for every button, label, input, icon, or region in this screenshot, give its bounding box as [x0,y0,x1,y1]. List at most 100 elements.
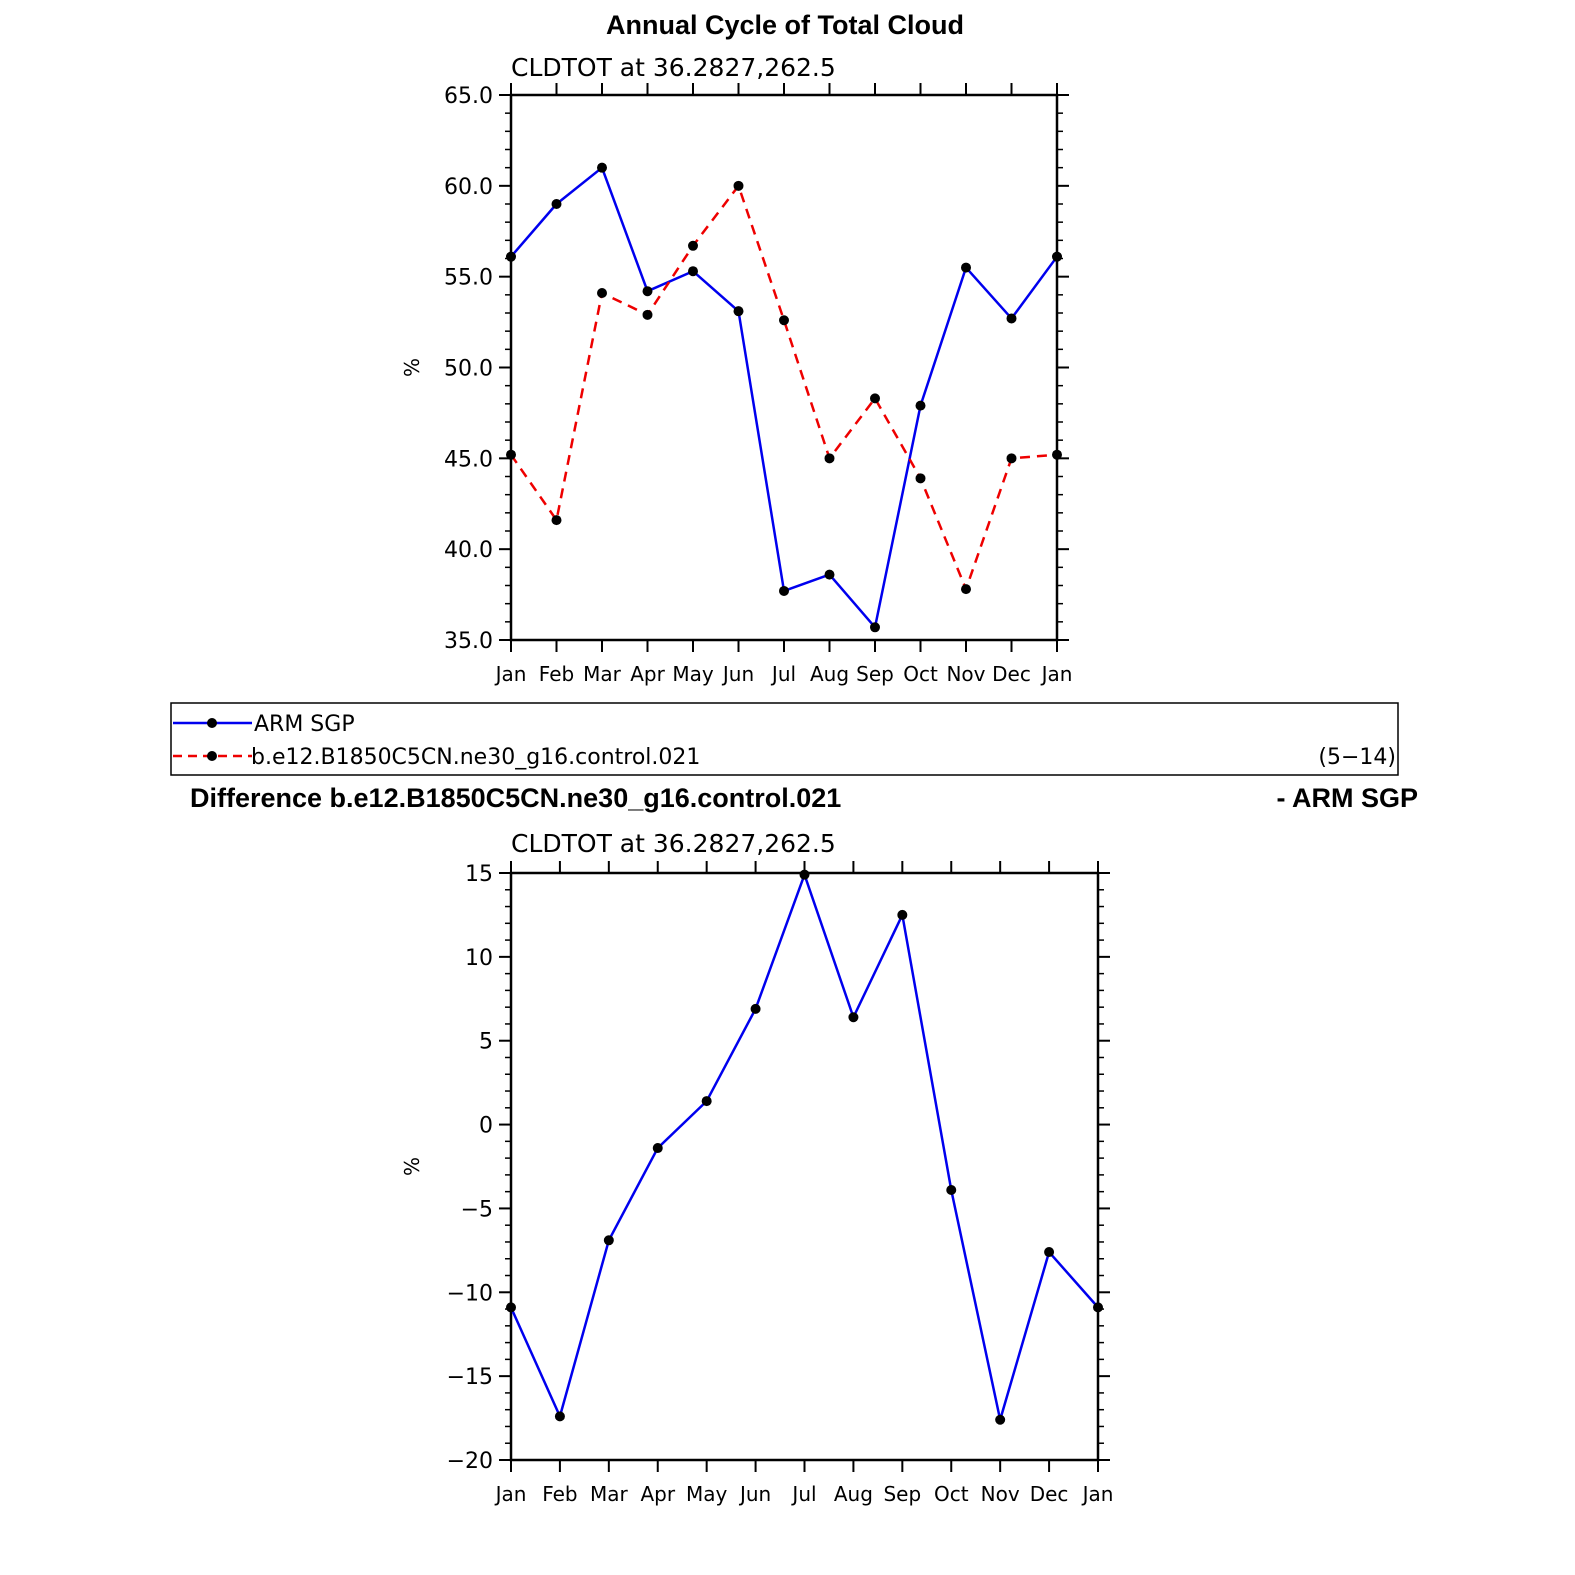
x-tick-label: Nov [946,662,985,686]
series-1-point [779,315,789,326]
top-chart-subtitle: CLDTOT at 36.2827,262.5 [511,53,836,82]
legend-note: (5−14) [1318,745,1396,770]
bottom-chart: −20 −15 −10 −5 0 5 10 15 Jan Feb Mar Apr May Jun Jul Au… [400,861,1113,1506]
series-0-point [506,1302,516,1313]
series-1-point [870,393,880,404]
series-0-point [652,1143,663,1154]
series-0-point [1093,1302,1103,1313]
x-tick-label: Feb [542,1482,577,1506]
series-1-point [642,309,653,320]
x-tick-label: Jul [770,662,796,686]
x-tick-label: Jun [738,1482,771,1506]
bottom-chart-title: Difference b.e12.B1850C5CN.ne30_g16.cont… [190,783,841,813]
y-tick-label: 15 [465,862,493,887]
bottom-chart-subtitle: CLDTOT at 36.2827,262.5 [511,829,836,858]
legend: ARM SGP b.e12.B1850C5CN.ne30_g16.control… [170,702,1399,776]
x-tick-label: May [686,1482,728,1506]
x-tick-label: Aug [810,662,849,686]
y-tick-label: −5 [461,1197,493,1222]
series-line-0 [510,166,1059,629]
series-0-point [551,199,562,209]
y-tick-label: 50.0 [444,357,493,382]
top-chart-title: Annual Cycle of Total Cloud [606,10,964,40]
x-tick-label: Aug [834,1482,873,1506]
series-1-point [688,240,698,251]
x-tick-label: Feb [539,662,574,686]
series-0-point [915,400,926,411]
y-tick-label: 40.0 [444,538,493,563]
series-0-point [554,1411,565,1422]
series-0-point [870,622,880,633]
series-line-1 [509,184,1058,591]
series-0-point [799,869,810,880]
bottom-chart-title-right: - ARM SGP [1277,783,1419,813]
plot-frame [509,871,1100,1462]
series-0-point [946,1184,957,1195]
x-tick-label: Sep [856,662,894,686]
legend-label-model: b.e12.B1850C5CN.ne30_g16.control.021 [251,745,700,770]
y-tick-label: 55.0 [444,266,493,291]
series-0-point [779,585,789,596]
series-1-point [733,180,744,191]
x-tick-label: Dec [992,662,1031,686]
series-1-point [597,288,607,299]
series-1-point [1006,453,1017,464]
series-1-point [506,449,516,460]
legend-box [170,702,1399,776]
x-tick-label: Apr [640,1482,675,1506]
y-tick-label: −20 [447,1449,493,1474]
x-tick-label: May [672,662,714,686]
y-tick-label: 45.0 [444,447,493,472]
x-tick-label: Jul [790,1482,816,1506]
series-0-point [506,251,516,262]
x-tick-label: Oct [934,1482,969,1506]
x-tick-label: Mar [583,662,622,686]
x-tick-label: Jan [1081,1482,1114,1506]
top-chart: 35.0 40.0 45.0 50.0 55.0 60.0 65.0 Jan Feb Mar Apr… [400,83,1072,686]
series-0-point [1006,313,1017,324]
series-1-point [1052,449,1062,460]
series-0-point [642,286,653,297]
x-tick-label: Jan [1040,662,1073,686]
x-tick-label: Sep [883,1482,921,1506]
plot-frame [509,93,1059,642]
x-tick-label: Jun [721,662,754,686]
series-0-point [1052,251,1062,262]
series-1-point [915,473,926,484]
y-tick-label: 10 [465,946,493,971]
x-tick-label: Nov [981,1482,1020,1506]
series-0-point [733,306,744,317]
legend-marker-arm-sgp [207,718,217,728]
x-tick-label: Jan [494,662,527,686]
series-0-point [750,1003,761,1014]
x-tick-label: Mar [590,1482,629,1506]
y-tick-label: 65.0 [444,84,493,109]
series-1-point [551,515,562,526]
y-tick-label: 5 [479,1030,493,1055]
series-0-point [897,909,908,920]
y-tick-label: 60.0 [444,175,493,200]
series-1-point [961,584,971,595]
legend-label-arm-sgp: ARM SGP [254,712,355,737]
series-0-point [603,1235,614,1246]
y-tick-label: 0 [479,1114,493,1139]
y-tick-label: 35.0 [444,629,493,654]
y-axis-label: % [400,1157,424,1176]
series-0-point [995,1414,1006,1425]
series-0-point [1044,1247,1055,1258]
series-0-point [824,569,835,580]
x-tick-label: Oct [903,662,938,686]
series-0-point [961,262,971,273]
series-0-point [597,162,607,173]
x-tick-label: Dec [1030,1482,1069,1506]
series-0-point [688,266,698,277]
y-axis-label: % [400,358,424,377]
y-tick-label: −15 [447,1365,493,1390]
series-0-point [701,1096,712,1107]
y-tick-label: −10 [447,1281,493,1306]
series-0-point [848,1012,859,1023]
x-tick-label: Apr [630,662,665,686]
series-line-0 [509,873,1099,1421]
legend-marker-model [207,751,217,761]
